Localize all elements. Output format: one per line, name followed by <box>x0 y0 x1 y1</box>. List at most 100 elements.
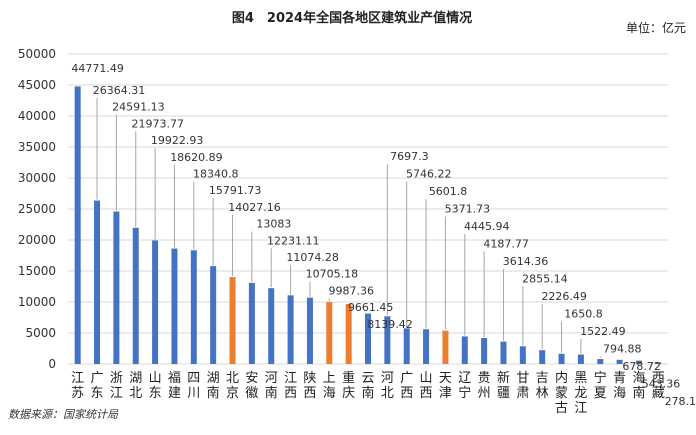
value-label: 4445.94 <box>464 220 510 233</box>
category-label: 京 <box>226 386 239 401</box>
y-tick-label: 5000 <box>25 326 56 340</box>
unit-label: 单位：亿元 <box>626 20 686 35</box>
value-label: 18340.8 <box>193 168 239 181</box>
category-label: 林 <box>536 386 549 401</box>
value-label: 8139.42 <box>367 318 413 331</box>
bar <box>461 336 468 364</box>
bar <box>384 316 391 364</box>
bar <box>403 328 410 364</box>
category-label: 江 <box>574 401 587 416</box>
value-label: 7697.3 <box>390 150 429 163</box>
bar <box>171 248 178 364</box>
category-label: 广 <box>400 371 413 386</box>
bar <box>152 240 159 364</box>
bars <box>74 86 662 365</box>
value-label: 19922.93 <box>151 134 204 147</box>
value-label: 5371.73 <box>445 203 491 216</box>
category-label: 西 <box>652 371 665 386</box>
category-label: 西 <box>400 386 413 401</box>
source-note: 数据来源：国家统计局 <box>8 408 119 421</box>
category-label: 新 <box>497 370 510 386</box>
value-label: 278.1 <box>665 395 696 408</box>
category-label: 上 <box>323 371 336 386</box>
value-label: 678.72 <box>622 360 661 373</box>
category-label: 北 <box>381 386 394 401</box>
category-label: 青 <box>613 371 626 386</box>
y-axis-ticks: 0 5000 10000 15000 20000 25000 30000 35000 40000… <box>18 47 56 371</box>
value-label: 2226.49 <box>541 290 587 303</box>
grid-lines <box>68 53 668 365</box>
bar <box>577 354 584 364</box>
category-label: 龙 <box>574 386 587 401</box>
value-label: 21973.77 <box>131 117 184 130</box>
category-label: 海 <box>632 371 645 386</box>
y-tick-label: 40000 <box>18 109 56 123</box>
bar <box>500 341 507 364</box>
category-label: 南 <box>265 385 278 401</box>
category-label: 南 <box>361 385 374 401</box>
value-label: 10705.18 <box>306 268 359 281</box>
category-label: 苏 <box>71 385 84 401</box>
category-label: 州 <box>478 386 491 401</box>
bar <box>635 360 642 364</box>
category-labels: 江苏广东浙江湖北山东福建四川湖南北京安徽河南江西陕西上海重庆云南河北广西山西天津… <box>71 370 665 416</box>
value-labels: 44771.49 26364.31 24591.13 21973.77 19922.93… <box>71 62 696 408</box>
category-label: 夏 <box>594 386 607 401</box>
category-label: 湖 <box>129 371 142 386</box>
category-label: 南 <box>207 385 220 401</box>
category-label: 徽 <box>245 386 258 401</box>
bar <box>442 330 449 364</box>
category-label: 四 <box>187 371 200 386</box>
category-label: 庆 <box>342 386 355 401</box>
category-label: 南 <box>632 385 645 401</box>
category-label: 宁 <box>458 385 471 401</box>
category-label: 河 <box>381 371 394 386</box>
value-label: 1522.49 <box>580 325 626 338</box>
value-label: 18620.89 <box>170 151 223 164</box>
value-label: 2855.14 <box>522 273 568 286</box>
category-label: 江 <box>284 371 297 386</box>
bar <box>597 359 604 364</box>
y-tick-label: 50000 <box>18 47 56 61</box>
category-label: 吉 <box>536 371 549 386</box>
category-label: 东 <box>149 386 162 401</box>
category-label: 黑 <box>574 371 587 386</box>
bar <box>306 297 313 364</box>
bar <box>519 346 526 364</box>
category-label: 疆 <box>497 386 510 401</box>
chart-title: 图4 2024年全国各地区建筑业产值情况 <box>232 10 472 26</box>
value-label: 4187.77 <box>483 238 529 251</box>
y-tick-label: 20000 <box>18 233 56 247</box>
bar <box>326 302 333 364</box>
value-label: 15791.73 <box>209 184 262 197</box>
category-label: 重 <box>342 370 355 386</box>
category-label: 云 <box>361 371 374 386</box>
bar <box>345 304 352 364</box>
category-label: 安 <box>245 371 258 386</box>
category-label: 内 <box>555 370 568 386</box>
value-label: 5746.22 <box>406 168 452 181</box>
y-tick-label: 35000 <box>18 140 56 154</box>
category-label: 藏 <box>652 386 665 401</box>
bar <box>74 86 81 365</box>
category-label: 山 <box>420 371 433 386</box>
category-label: 海 <box>323 386 336 401</box>
category-label: 川 <box>187 386 200 401</box>
category-label: 河 <box>265 371 278 386</box>
y-tick-label: 15000 <box>18 264 56 278</box>
category-label: 西 <box>303 386 316 401</box>
category-label: 江 <box>71 371 84 386</box>
category-label: 北 <box>226 371 239 386</box>
bar <box>558 353 565 364</box>
bar <box>94 200 101 364</box>
bar <box>132 227 139 364</box>
bar <box>248 282 255 364</box>
category-label: 古 <box>555 401 568 416</box>
y-tick-label: 30000 <box>18 171 56 185</box>
value-label: 11074.28 <box>286 251 339 264</box>
bar <box>481 338 488 364</box>
value-label: 5601.8 <box>429 185 468 198</box>
bar <box>190 250 197 364</box>
category-label: 津 <box>439 386 452 401</box>
category-label: 辽 <box>458 371 471 386</box>
